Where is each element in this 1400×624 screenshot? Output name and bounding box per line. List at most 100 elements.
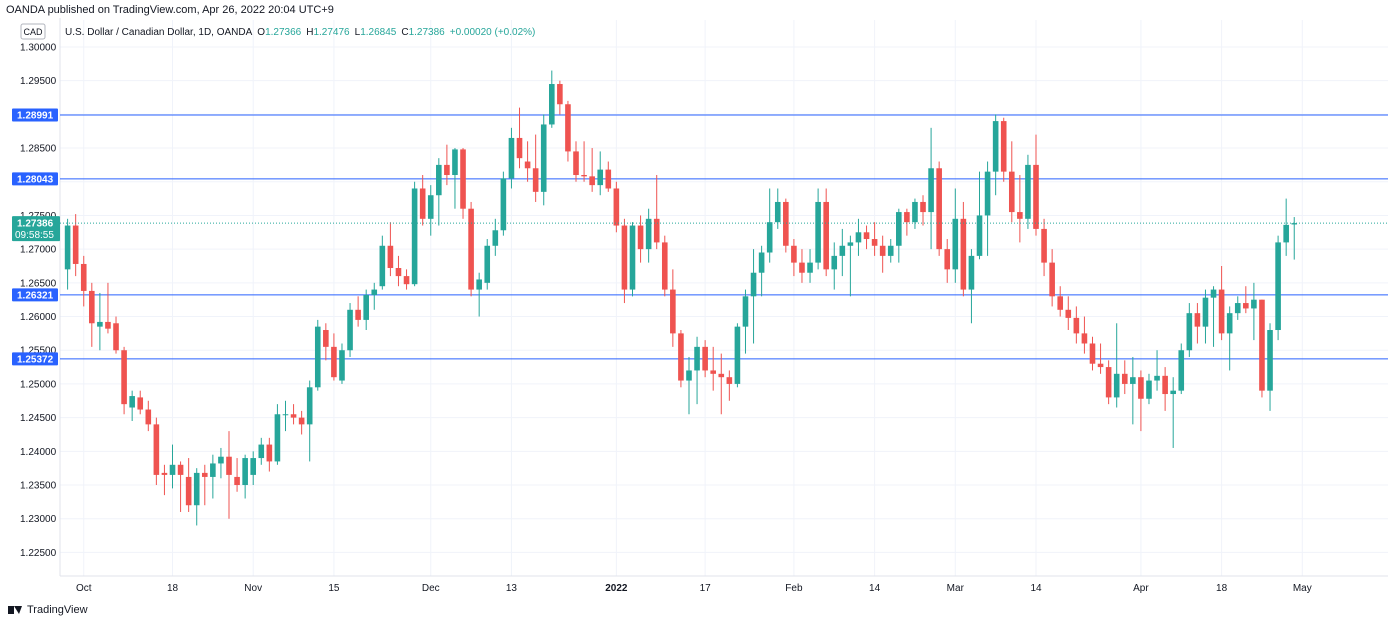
- candle-body[interactable]: [129, 396, 135, 408]
- candle-body[interactable]: [1017, 212, 1023, 219]
- candle-body[interactable]: [89, 290, 95, 324]
- candle-body[interactable]: [419, 188, 426, 219]
- candle-body[interactable]: [427, 195, 434, 219]
- candle-body[interactable]: [783, 201, 789, 246]
- candle-body[interactable]: [1178, 350, 1185, 391]
- candle-body[interactable]: [516, 137, 523, 159]
- candle-body[interactable]: [573, 151, 579, 176]
- candle-body[interactable]: [532, 168, 539, 192]
- candle-body[interactable]: [347, 309, 353, 351]
- candle-body[interactable]: [1210, 289, 1217, 298]
- candle-body[interactable]: [944, 249, 951, 270]
- candle-body[interactable]: [1025, 164, 1031, 219]
- candle-body[interactable]: [387, 245, 394, 269]
- candle-body[interactable]: [371, 289, 378, 295]
- candle-body[interactable]: [250, 458, 257, 475]
- candle-body[interactable]: [629, 225, 636, 290]
- candle-body[interactable]: [694, 346, 700, 371]
- candle-body[interactable]: [97, 321, 103, 327]
- candle-body[interactable]: [605, 169, 612, 189]
- candle-body[interactable]: [185, 476, 192, 506]
- candle-body[interactable]: [1243, 303, 1249, 309]
- candle-body[interactable]: [565, 104, 571, 152]
- candle-body[interactable]: [1162, 375, 1168, 395]
- candle-body[interactable]: [113, 323, 119, 351]
- candle-body[interactable]: [1186, 313, 1193, 351]
- candle-body[interactable]: [581, 175, 587, 177]
- candle-body[interactable]: [637, 225, 644, 250]
- candle-body[interactable]: [339, 350, 345, 381]
- candle-body[interactable]: [863, 232, 870, 240]
- candle-body[interactable]: [1065, 309, 1072, 318]
- candle-body[interactable]: [855, 232, 862, 243]
- candle-body[interactable]: [1138, 377, 1144, 399]
- candle-body[interactable]: [492, 230, 499, 246]
- candle-body[interactable]: [1267, 330, 1273, 391]
- candle-body[interactable]: [121, 350, 127, 405]
- candle-body[interactable]: [686, 370, 692, 381]
- candle-body[interactable]: [1202, 297, 1209, 327]
- candle-body[interactable]: [1033, 164, 1039, 229]
- candle-body[interactable]: [226, 456, 232, 475]
- candle-body[interactable]: [468, 208, 474, 290]
- candle-body[interactable]: [766, 222, 773, 253]
- candle-body[interactable]: [823, 201, 829, 270]
- candle-body[interactable]: [1146, 380, 1152, 399]
- candle-body[interactable]: [839, 245, 846, 256]
- candle-body[interactable]: [718, 373, 725, 378]
- candle-body[interactable]: [476, 279, 482, 290]
- candle-body[interactable]: [807, 262, 813, 273]
- candle-body[interactable]: [896, 212, 902, 246]
- candle-body[interactable]: [1049, 262, 1055, 297]
- candle-body[interactable]: [177, 464, 184, 475]
- candle-body[interactable]: [984, 171, 991, 216]
- candle-body[interactable]: [1057, 296, 1064, 310]
- candle-body[interactable]: [218, 456, 224, 464]
- candle-body[interactable]: [1218, 289, 1225, 334]
- candle-body[interactable]: [436, 164, 442, 196]
- candle-body[interactable]: [379, 245, 386, 287]
- candle-body[interactable]: [1097, 363, 1104, 368]
- candle-body[interactable]: [758, 252, 765, 273]
- candle-body[interactable]: [928, 168, 934, 213]
- candle-body[interactable]: [306, 387, 313, 425]
- candle-body[interactable]: [274, 414, 281, 462]
- candle-body[interactable]: [871, 239, 878, 246]
- candle-body[interactable]: [1073, 317, 1080, 334]
- candle-body[interactable]: [952, 218, 959, 270]
- candle-body[interactable]: [314, 326, 321, 388]
- candle-body[interactable]: [1089, 343, 1096, 364]
- candle-body[interactable]: [298, 417, 305, 425]
- candle-body[interactable]: [702, 346, 708, 371]
- candle-body[interactable]: [597, 169, 604, 186]
- candle-body[interactable]: [678, 333, 684, 381]
- candle-body[interactable]: [742, 296, 749, 327]
- candle-body[interactable]: [904, 212, 910, 223]
- candle-body[interactable]: [153, 424, 160, 475]
- candle-body[interactable]: [968, 255, 975, 290]
- candle-body[interactable]: [1081, 333, 1088, 344]
- candle-body[interactable]: [791, 245, 797, 263]
- candle-body[interactable]: [201, 472, 208, 477]
- candle-body[interactable]: [161, 472, 168, 475]
- candle-body[interactable]: [557, 84, 563, 105]
- candle-body[interactable]: [1226, 313, 1233, 334]
- candle-body[interactable]: [710, 370, 716, 374]
- candle-body[interactable]: [1259, 299, 1265, 391]
- candle-body[interactable]: [1154, 375, 1160, 381]
- candle-body[interactable]: [444, 164, 450, 176]
- candle-body[interactable]: [960, 218, 967, 290]
- candle-body[interactable]: [323, 330, 329, 347]
- candle-body[interactable]: [1251, 299, 1257, 309]
- candle-body[interactable]: [500, 178, 507, 231]
- candle-body[interactable]: [976, 215, 983, 256]
- candle-body[interactable]: [589, 176, 595, 186]
- candle-body[interactable]: [258, 444, 265, 459]
- candle-body[interactable]: [540, 124, 547, 192]
- candle-body[interactable]: [80, 263, 87, 291]
- candle-body[interactable]: [1008, 171, 1015, 213]
- candle-body[interactable]: [613, 188, 620, 226]
- candle-body[interactable]: [1275, 242, 1281, 331]
- candle-body[interactable]: [484, 245, 491, 283]
- candle-body[interactable]: [1291, 223, 1298, 225]
